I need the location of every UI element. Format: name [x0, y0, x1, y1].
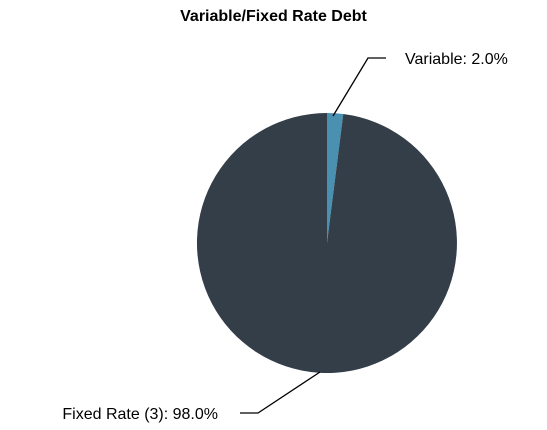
leader-lines	[240, 57, 386, 414]
leader-line-fixed-rate-3	[240, 371, 321, 414]
pie-slices	[196, 112, 457, 373]
leader-line-variable	[332, 57, 386, 117]
slice-label-fixed-rate-3: Fixed Rate (3): 98.0%	[62, 406, 218, 423]
pie-slice-variable	[327, 113, 344, 243]
chart-title: Variable/Fixed Rate Debt	[180, 8, 367, 25]
slice-labels: Variable: 2.0% Fixed Rate (3): 98.0%	[62, 51, 508, 423]
pie-slice-fixed-rate-3	[196, 112, 457, 373]
slice-label-variable: Variable: 2.0%	[405, 51, 508, 68]
